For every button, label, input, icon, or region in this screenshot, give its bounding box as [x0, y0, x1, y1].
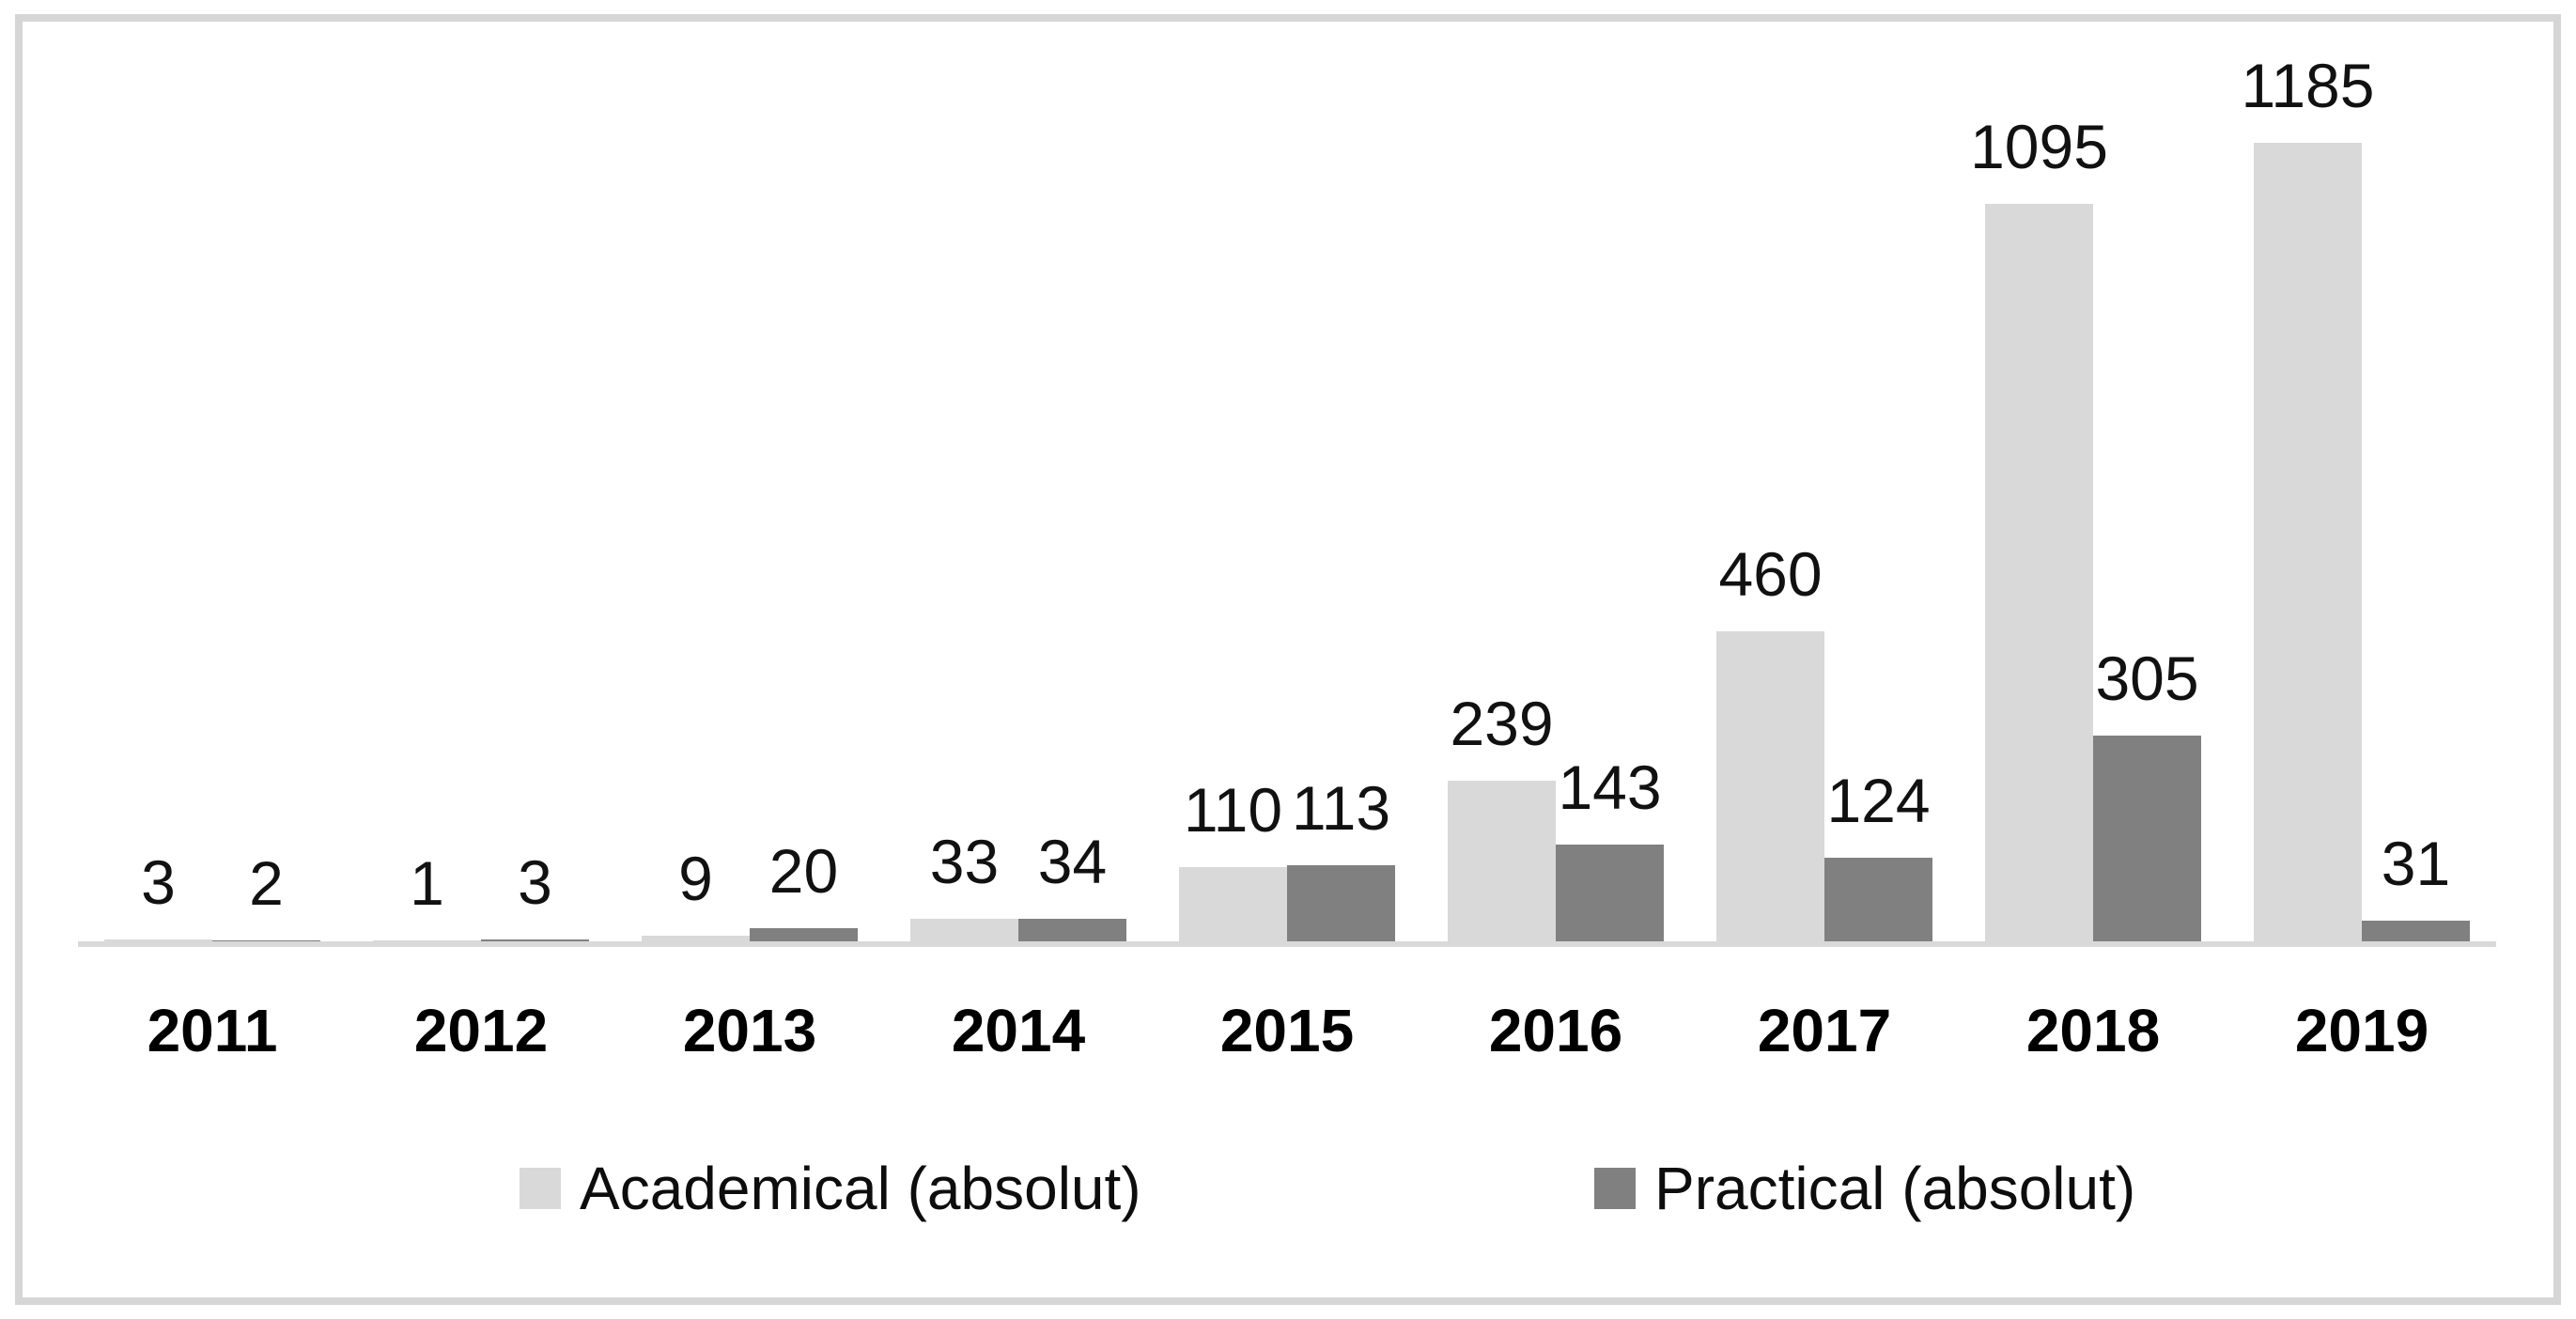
value-label-practical: 124	[1826, 766, 1931, 836]
x-tick-label-2012: 2012	[413, 997, 549, 1064]
bar-column-academical: 460	[1716, 543, 1824, 941]
value-label-practical: 3	[518, 846, 552, 917]
value-label-academical: 1	[410, 848, 444, 919]
bar-practical	[2362, 920, 2470, 941]
bar-group-2019: 1185 31	[2227, 54, 2496, 941]
value-label-practical: 305	[2095, 644, 2199, 714]
value-label-academical: 9	[678, 843, 713, 913]
plot-area: 3 2 1 3 9 20 33 34 110 113 239 143 460 124 1095 305 1185…	[78, 54, 2496, 941]
value-label-academical: 1095	[1970, 111, 2108, 181]
bar-group-2015: 110 113	[1153, 68, 1421, 941]
value-label-practical: 20	[768, 835, 839, 906]
bar-academical	[373, 940, 481, 941]
legend-swatch-practical-icon	[1594, 1168, 1636, 1210]
legend-label-practical: Practical (absolut)	[1654, 1155, 2136, 1222]
bar-group-2013: 9 20	[615, 68, 884, 941]
x-tick-label-2014: 2014	[951, 997, 1086, 1064]
bar-practical	[750, 927, 858, 941]
x-tick-label-2019: 2019	[2294, 997, 2429, 1064]
bar-academical	[642, 935, 750, 941]
value-label-practical: 143	[1558, 753, 1662, 823]
value-label-academical: 110	[1183, 775, 1283, 846]
bar-column-academical: 33	[910, 830, 1018, 941]
bar-group-2018: 1095 305	[1959, 68, 2227, 941]
value-label-academical: 1185	[2241, 51, 2375, 120]
bar-practical	[1018, 918, 1126, 941]
bar-practical	[1287, 864, 1395, 941]
bar-column-practical: 20	[750, 840, 858, 941]
bar-academical	[910, 919, 1018, 941]
x-tick-label-2013: 2013	[682, 997, 817, 1064]
x-tick-label-2011: 2011	[147, 997, 278, 1064]
value-label-academical: 460	[1718, 539, 1823, 609]
legend-label-academical: Academical (absolut)	[580, 1155, 1141, 1222]
value-label-academical: 3	[141, 846, 176, 917]
bar-column-practical: 3	[481, 851, 589, 941]
bar-academical	[1448, 780, 1556, 941]
x-tick-label-2017: 2017	[1757, 997, 1892, 1064]
value-label-academical: 239	[1450, 688, 1554, 758]
bar-column-practical: 31	[2362, 832, 2470, 941]
x-axis-line	[78, 941, 2496, 947]
x-axis-labels: 2011 2012 2013 2014 2015 2016 2017 2018 2019	[78, 997, 2496, 1064]
x-tick-label-2018: 2018	[2025, 997, 2161, 1064]
bar-group-2014: 33 34	[884, 68, 1153, 941]
value-label-practical: 113	[1291, 772, 1391, 843]
bar-practical	[2093, 736, 2201, 941]
bar-column-academical: 9	[642, 843, 750, 941]
x-tick-label-2015: 2015	[1219, 997, 1355, 1064]
bar-academical	[104, 939, 212, 941]
legend-item-academical: Academical (absolut)	[520, 1156, 1141, 1221]
bar-practical	[1556, 845, 1664, 941]
bar-column-academical: 239	[1448, 692, 1556, 941]
bar-column-practical: 2	[212, 852, 320, 941]
bar-column-practical: 113	[1287, 777, 1395, 941]
value-label-practical: 34	[1037, 826, 1108, 896]
value-label-practical: 31	[2381, 828, 2451, 898]
bar-column-academical: 3	[104, 851, 212, 941]
bar-column-practical: 143	[1556, 756, 1664, 941]
legend-item-practical: Practical (absolut)	[1594, 1156, 2135, 1221]
bar-academical	[1716, 631, 1824, 941]
bar-practical	[1824, 858, 1932, 941]
bar-column-practical: 34	[1018, 830, 1126, 941]
bar-column-academical: 1185	[2242, 54, 2374, 941]
legend-swatch-academical-icon	[520, 1168, 561, 1210]
bar-column-academical: 1095	[1970, 116, 2108, 941]
value-label-practical: 2	[249, 847, 284, 918]
bar-group-2017: 460 124	[1690, 68, 1959, 941]
value-label-academical: 33	[929, 827, 1000, 897]
chart-frame	[15, 14, 2561, 1305]
bar-academical	[1985, 203, 2093, 941]
bar-column-academical: 1	[373, 852, 481, 941]
bar-practical	[212, 939, 320, 941]
bar-practical	[481, 939, 589, 941]
bar-group-2016: 239 143	[1421, 68, 1690, 941]
bar-column-academical: 110	[1179, 779, 1287, 941]
bar-column-practical: 124	[1824, 769, 1932, 941]
bar-academical	[1179, 867, 1287, 941]
x-tick-label-2016: 2016	[1488, 997, 1623, 1064]
bar-academical	[2254, 143, 2362, 941]
bar-column-practical: 305	[2093, 647, 2201, 941]
